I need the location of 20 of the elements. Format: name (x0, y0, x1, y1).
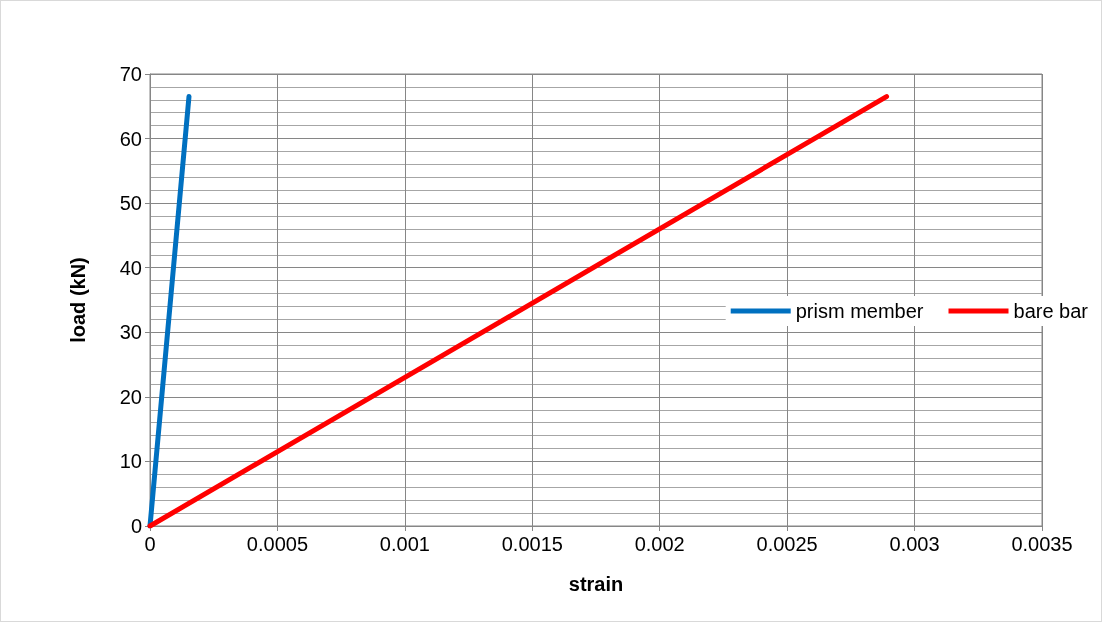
x-tick-label: 0 (144, 533, 156, 555)
y-tick-label: 10 (119, 450, 142, 473)
y-tick-label: 60 (119, 127, 142, 150)
y-axis-title: load (kN) (67, 257, 89, 343)
x-tick-label: 0.002 (634, 533, 685, 555)
y-tick-label: 40 (119, 256, 142, 279)
x-tick-label: 0.001 (379, 533, 430, 555)
x-tick-label: 0.003 (889, 533, 940, 555)
legend-label: bare bar (1013, 300, 1089, 322)
x-tick-label: 0.0035 (1011, 533, 1073, 555)
x-axis-title: strain (568, 573, 624, 595)
y-tick-label: 0 (130, 515, 142, 537)
y-tick-label: 70 (119, 63, 142, 85)
x-tick-label: 0.0005 (246, 533, 309, 555)
x-tick-label: 0.0015 (501, 533, 563, 555)
legend-label: prism member (795, 300, 924, 322)
y-tick-label: 20 (119, 385, 142, 408)
y-tick-label: 50 (119, 192, 142, 215)
x-tick-label: 0.0025 (756, 533, 818, 555)
y-tick-label: 30 (119, 321, 142, 344)
